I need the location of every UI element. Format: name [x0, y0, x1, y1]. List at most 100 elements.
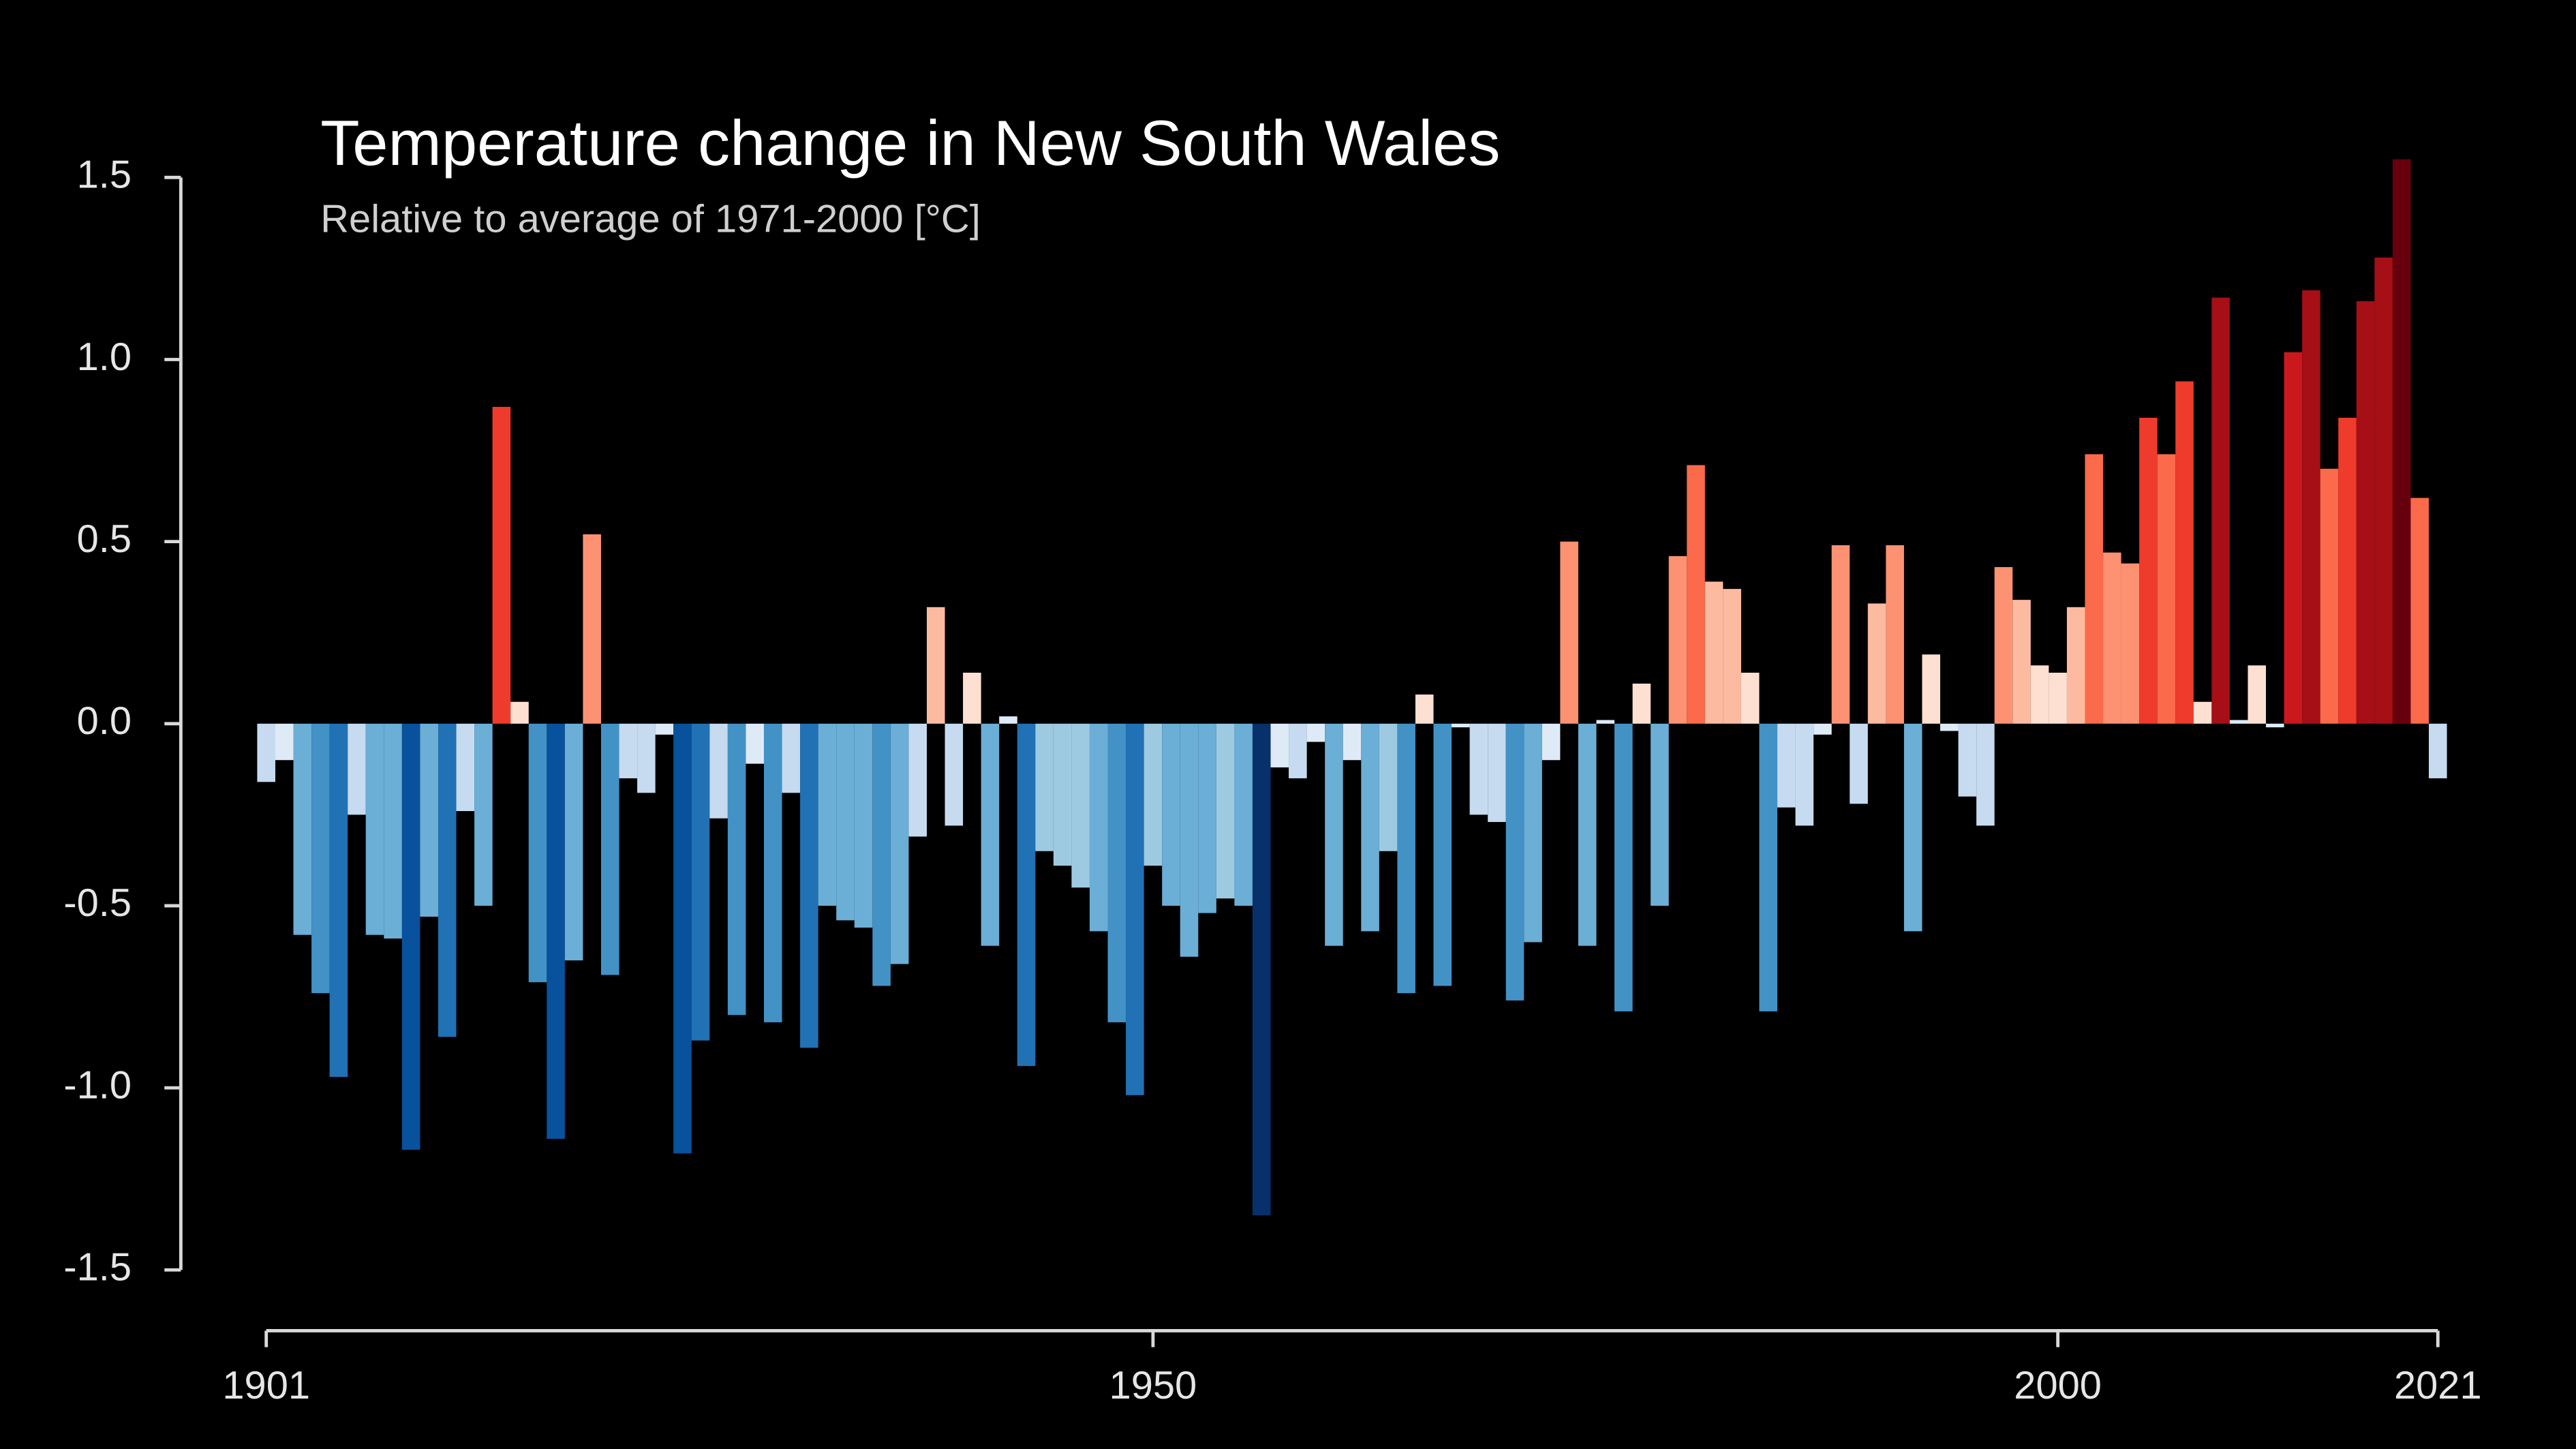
bar: [1415, 695, 1434, 724]
bar: [2103, 552, 2121, 724]
bar: [1542, 723, 1561, 761]
bar: [474, 723, 493, 906]
bar: [257, 723, 275, 782]
bar: [926, 607, 945, 724]
bar: [746, 723, 764, 764]
bar: [2229, 720, 2248, 724]
bar: [456, 723, 475, 812]
bar: [1017, 723, 1036, 1067]
bar: [1994, 567, 2013, 724]
bar: [528, 723, 547, 983]
bar: [1940, 723, 1959, 731]
bar: [2374, 257, 2393, 724]
y-tick-label: -1.5: [63, 1246, 132, 1290]
y-tick-label: 0.5: [77, 517, 132, 561]
bar: [1813, 723, 1832, 735]
bar: [655, 723, 674, 735]
bar: [1596, 720, 1615, 724]
bar: [981, 723, 1000, 946]
bar: [2121, 563, 2140, 724]
bar: [1126, 723, 1144, 1095]
bar: [1704, 581, 1723, 724]
bar: [1107, 723, 1126, 1022]
bar: [1651, 723, 1669, 906]
bar: [1469, 723, 1488, 815]
bar: [1361, 723, 1379, 932]
bar: [583, 534, 601, 724]
chart-title: Temperature change in New South Wales: [320, 107, 1500, 179]
bar: [1795, 723, 1814, 826]
y-tick-label: 0.0: [77, 699, 132, 743]
bar: [800, 723, 818, 1048]
bar: [1035, 723, 1054, 851]
bar: [2066, 607, 2085, 724]
bar: [2392, 159, 2411, 724]
bar: [673, 723, 692, 1154]
y-tick-label: -0.5: [63, 881, 132, 925]
bar: [1053, 723, 1072, 866]
bar: [275, 723, 294, 761]
bar: [1850, 723, 1868, 804]
bar: [836, 723, 855, 921]
bar: [1614, 723, 1633, 1011]
bar: [1632, 684, 1651, 724]
bar: [1759, 723, 1778, 1011]
bar: [2211, 297, 2230, 724]
bar: [365, 723, 384, 935]
bar: [293, 723, 312, 935]
y-tick-label: 1.0: [77, 335, 132, 379]
x-tick-label: 2000: [2014, 1364, 2102, 1407]
bar: [600, 723, 619, 975]
bar: [311, 723, 330, 994]
bar: [1976, 723, 1995, 826]
bar: [329, 723, 348, 1078]
bar: [782, 723, 801, 793]
bar: [547, 723, 565, 1139]
bar: [1723, 589, 1741, 724]
bar: [1325, 723, 1343, 946]
bar: [2284, 352, 2303, 724]
bar: [2248, 665, 2267, 724]
chart-subtitle: Relative to average of 1971-2000 [°C]: [320, 198, 981, 241]
bar: [2266, 723, 2284, 728]
bar: [2157, 454, 2176, 724]
bar: [1886, 545, 1904, 724]
bar: [872, 723, 891, 986]
bar: [1741, 672, 1760, 724]
bar: [2049, 672, 2067, 724]
x-tick-label: 1901: [222, 1364, 310, 1407]
bar: [564, 723, 583, 961]
bar: [420, 723, 438, 917]
bar: [1777, 723, 1796, 808]
bar: [1270, 723, 1289, 767]
bar: [492, 406, 511, 724]
y-tick-label: 1.5: [77, 153, 132, 197]
x-tick-label: 1950: [1109, 1364, 1197, 1407]
bar: [2030, 665, 2049, 724]
bar: [1379, 723, 1398, 851]
bar: [1668, 556, 1687, 724]
bar: [1306, 723, 1325, 742]
bar: [1560, 541, 1578, 724]
bar: [2085, 454, 2104, 724]
bar: [2356, 301, 2375, 724]
bar: [1144, 723, 1163, 866]
bar: [1343, 723, 1362, 761]
bar: [1252, 723, 1271, 1216]
bar: [763, 723, 782, 1022]
bar: [438, 723, 457, 1037]
bar: [945, 723, 964, 826]
bar: [1162, 723, 1180, 906]
bar: [854, 723, 873, 928]
y-tick-label: -1.0: [63, 1063, 132, 1107]
bar: [890, 723, 909, 964]
bar: [1198, 723, 1216, 913]
bar: [908, 723, 927, 837]
bar: [384, 723, 402, 939]
bar: [2429, 723, 2447, 778]
bar: [1089, 723, 1108, 932]
bar: [2320, 468, 2339, 724]
bar: [1524, 723, 1542, 943]
bar: [2302, 290, 2320, 724]
bar: [1071, 723, 1090, 888]
